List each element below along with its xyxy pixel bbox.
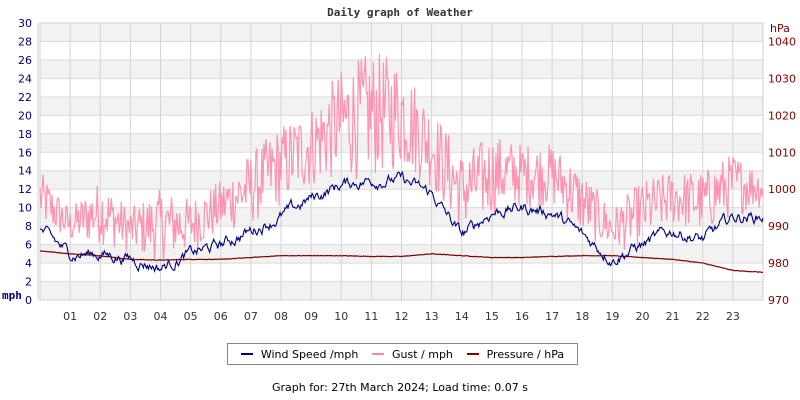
- svg-text:19: 19: [605, 310, 619, 323]
- svg-text:09: 09: [304, 310, 318, 323]
- svg-text:15: 15: [485, 310, 499, 323]
- svg-text:05: 05: [184, 310, 198, 323]
- svg-text:11: 11: [364, 310, 378, 323]
- svg-text:6: 6: [25, 239, 32, 252]
- svg-text:06: 06: [214, 310, 228, 323]
- svg-text:01: 01: [63, 310, 77, 323]
- svg-text:20: 20: [18, 109, 32, 122]
- svg-text:12: 12: [18, 183, 32, 196]
- svg-text:13: 13: [425, 310, 439, 323]
- svg-text:07: 07: [244, 310, 258, 323]
- svg-text:16: 16: [515, 310, 529, 323]
- legend-item-wind-speed: Wind Speed /mph: [240, 347, 359, 361]
- svg-text:980: 980: [768, 257, 789, 270]
- svg-text:30: 30: [18, 17, 32, 30]
- svg-text:16: 16: [18, 146, 32, 159]
- svg-text:14: 14: [455, 310, 469, 323]
- legend-label: Pressure / hPa: [486, 347, 565, 361]
- tick-labels: 0246810121416182022242628309709809901000…: [18, 17, 796, 323]
- legend-label: Gust / mph: [392, 347, 453, 361]
- svg-text:24: 24: [18, 72, 32, 85]
- svg-text:23: 23: [726, 310, 740, 323]
- chart-title: Daily graph of Weather: [327, 6, 473, 19]
- series-lines: [39, 53, 764, 274]
- chart-legend: Wind Speed /mph Gust / mph Pressure / hP…: [227, 343, 578, 365]
- svg-text:1020: 1020: [768, 109, 796, 122]
- svg-text:12: 12: [395, 310, 409, 323]
- svg-text:1000: 1000: [768, 183, 796, 196]
- svg-text:8: 8: [25, 220, 32, 233]
- svg-text:20: 20: [636, 310, 650, 323]
- svg-text:10: 10: [334, 310, 348, 323]
- svg-text:14: 14: [18, 165, 32, 178]
- svg-text:1010: 1010: [768, 146, 796, 159]
- svg-text:970: 970: [768, 294, 789, 307]
- svg-text:18: 18: [575, 310, 589, 323]
- footer-status: Graph for: 27th March 2024; Load time: 0…: [271, 381, 529, 394]
- svg-text:22: 22: [696, 310, 710, 323]
- svg-text:17: 17: [545, 310, 559, 323]
- svg-text:10: 10: [18, 202, 32, 215]
- legend-label: Wind Speed /mph: [260, 347, 359, 361]
- svg-text:1030: 1030: [768, 72, 796, 85]
- pressure-swatch-icon: [466, 353, 479, 355]
- right-axis-unit: hPa: [770, 22, 790, 35]
- svg-text:28: 28: [18, 35, 32, 48]
- svg-text:21: 21: [666, 310, 680, 323]
- svg-text:2: 2: [25, 276, 32, 289]
- svg-text:18: 18: [18, 128, 32, 141]
- svg-text:26: 26: [18, 54, 32, 67]
- svg-text:990: 990: [768, 220, 789, 233]
- svg-text:04: 04: [154, 310, 168, 323]
- svg-text:02: 02: [93, 310, 107, 323]
- legend-item-pressure: Pressure / hPa: [466, 347, 565, 361]
- wind-speed-swatch-icon: [240, 353, 253, 355]
- gust-swatch-icon: [372, 353, 384, 355]
- left-axis-unit: mph: [2, 289, 22, 302]
- svg-text:22: 22: [18, 91, 32, 104]
- axes: [37, 22, 764, 301]
- svg-text:1040: 1040: [768, 35, 796, 48]
- svg-text:08: 08: [274, 310, 288, 323]
- svg-text:4: 4: [25, 257, 32, 270]
- legend-item-gust: Gust / mph: [372, 348, 453, 361]
- svg-text:0: 0: [25, 294, 32, 307]
- svg-text:03: 03: [123, 310, 137, 323]
